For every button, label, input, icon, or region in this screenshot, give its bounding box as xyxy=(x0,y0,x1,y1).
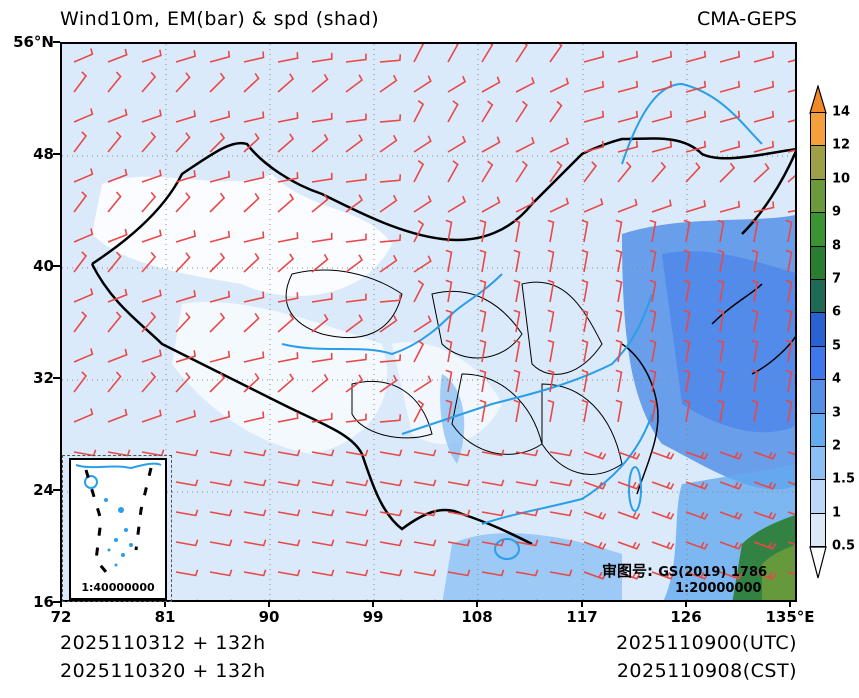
lat-tick xyxy=(53,265,60,267)
colorbar-label: 6 xyxy=(832,304,842,320)
colorbar-segment xyxy=(810,212,826,247)
colorbar-segment xyxy=(810,446,826,481)
colorbar-segment xyxy=(810,412,826,447)
lon-label: 81 xyxy=(154,608,176,626)
inset-frame-dashed xyxy=(62,455,172,602)
valid-time-cst: 2025110908(CST) xyxy=(616,660,797,682)
lon-tick xyxy=(789,600,791,607)
lon-tick xyxy=(581,600,583,607)
lon-tick xyxy=(476,600,478,607)
approval-label: 审图号: xyxy=(602,562,653,580)
colorbar-segment xyxy=(810,479,826,514)
colorbar-label: 1 xyxy=(832,505,842,521)
lat-label: 48 xyxy=(33,145,54,163)
colorbar-label: 8 xyxy=(832,238,842,254)
map-title: Wind10m, EM(bar) & spd (shad) xyxy=(60,8,380,30)
colorbar-label: 4 xyxy=(832,371,842,387)
inset-islands xyxy=(75,462,162,579)
lon-label: 99 xyxy=(362,608,384,626)
lon-label: 108 xyxy=(461,608,493,626)
lon-label: 126 xyxy=(670,608,702,626)
lat-label: 56°N xyxy=(13,33,54,51)
colorbar-label: 5 xyxy=(832,338,842,354)
colorbar-max-arrow xyxy=(809,85,827,114)
init-time-utc: 2025110312 + 132h xyxy=(60,632,266,654)
lon-label: 72 xyxy=(50,608,72,626)
lat-tick xyxy=(53,41,60,43)
map-scale: 1:20000000 xyxy=(675,581,762,596)
inset-scale: 1:40000000 xyxy=(81,581,155,594)
colorbar-label: 3 xyxy=(832,405,842,421)
rivers-coastline xyxy=(281,82,763,560)
map-approval-number: 审图号: GS(2019) 1786 xyxy=(602,560,767,581)
colorbar-label: 12 xyxy=(832,137,851,153)
colorbar-min-arrow xyxy=(809,546,827,579)
colorbar-label: 7 xyxy=(832,271,842,287)
lon-tick xyxy=(60,600,62,607)
lon-tick xyxy=(164,600,166,607)
colorbar-segment xyxy=(810,178,826,214)
lon-tick xyxy=(268,600,270,607)
lat-tick xyxy=(53,489,60,491)
valid-time-utc: 2025110900(UTC) xyxy=(616,632,797,654)
colorbar-label: 9 xyxy=(832,204,842,220)
lon-tick xyxy=(685,600,687,607)
colorbar-segment xyxy=(810,345,826,381)
lat-tick xyxy=(53,377,60,379)
approval-code: GS(2019) 1786 xyxy=(658,565,768,580)
lat-label: 40 xyxy=(33,257,54,275)
colorbar-label: 2 xyxy=(832,438,842,454)
init-time-cst: 2025110320 + 132h xyxy=(60,660,266,682)
wind-barbs xyxy=(73,44,795,600)
colorbar-segment xyxy=(810,145,826,180)
colorbar-label: 0.5 xyxy=(832,538,856,554)
lon-label: 90 xyxy=(258,608,280,626)
map-canvas xyxy=(62,44,795,600)
lat-tick xyxy=(53,601,60,603)
colorbar-label: 1.5 xyxy=(832,471,856,487)
colorbar-segment xyxy=(810,279,826,314)
south-china-sea-inset: 1:40000000 xyxy=(69,458,167,600)
lon-tick xyxy=(372,600,374,607)
colorbar-label: 14 xyxy=(832,104,851,120)
model-name: CMA-GEPS xyxy=(696,8,797,30)
colorbar-segment xyxy=(810,379,826,414)
lat-label: 24 xyxy=(33,481,54,499)
lon-label: 135°E xyxy=(765,608,815,626)
lon-label: 117 xyxy=(566,608,598,626)
colorbar-segment xyxy=(810,512,826,548)
colorbar-segment xyxy=(810,245,826,280)
colorbar-segment xyxy=(810,112,826,147)
wind-map xyxy=(60,42,797,602)
colorbar-label: 10 xyxy=(832,171,851,187)
lat-label: 32 xyxy=(33,369,54,387)
lat-label: 16 xyxy=(33,593,54,611)
lat-tick xyxy=(53,153,60,155)
colorbar-segment xyxy=(810,312,826,347)
wind-speed-shading xyxy=(62,44,795,600)
